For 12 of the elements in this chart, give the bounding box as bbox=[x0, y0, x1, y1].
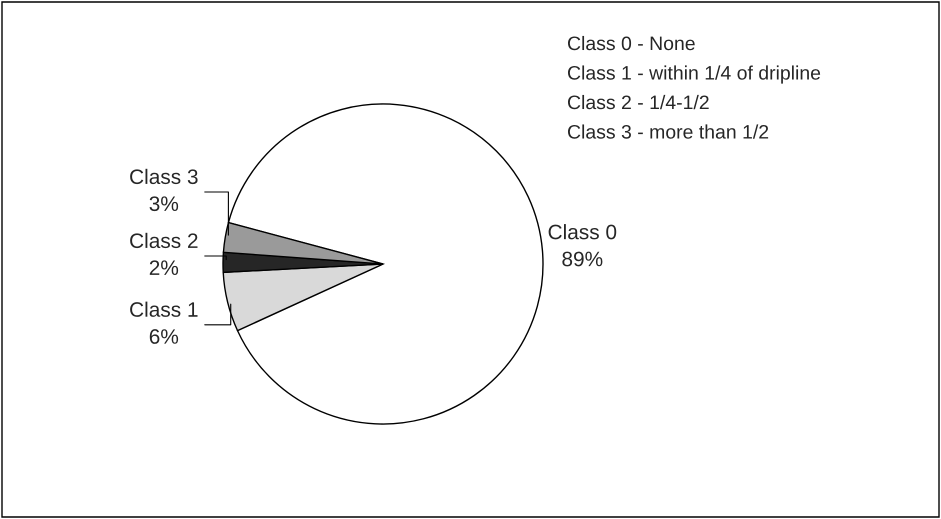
slice-label: Class 1 bbox=[130, 302, 198, 317]
text: Class 2 - 1/4-1/2 bbox=[568, 94, 709, 110]
slice-label: Class 0 bbox=[548, 224, 616, 240]
slice-label: Class 2 bbox=[130, 232, 198, 248]
text: Class 0 - None bbox=[568, 36, 695, 50]
data-label: 89% bbox=[562, 252, 602, 266]
text: Class 3 - more than 1/2 bbox=[568, 124, 768, 139]
data-label: 3% bbox=[150, 196, 178, 212]
data-label: 2% bbox=[150, 260, 178, 275]
data-label: 6% bbox=[150, 329, 178, 344]
text: Class 1 - within 1/4 of dripline bbox=[568, 65, 820, 84]
slice-label: Class 3 bbox=[130, 168, 198, 184]
